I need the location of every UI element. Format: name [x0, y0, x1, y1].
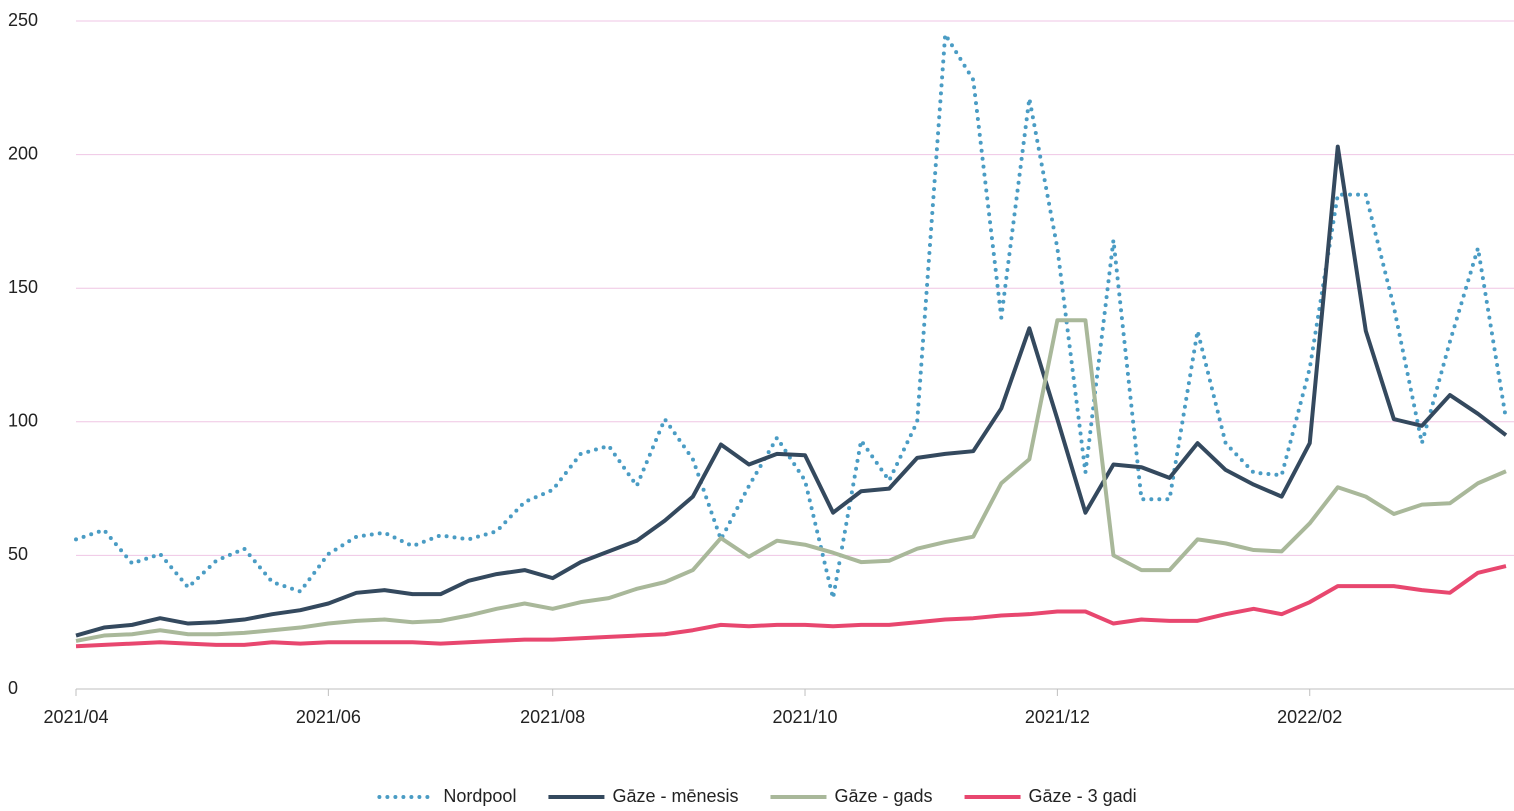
series-line — [75, 144, 1508, 638]
y-tick-label: 150 — [8, 277, 38, 297]
y-tick-label: 250 — [8, 10, 38, 30]
y-tick-label: 100 — [8, 411, 38, 431]
x-tick-label: 2021/12 — [1025, 707, 1090, 727]
x-tick-label: 2021/06 — [296, 707, 361, 727]
y-tick-label: 200 — [8, 143, 38, 163]
x-tick-label: 2021/04 — [43, 707, 108, 727]
legend-label: Nordpool — [443, 786, 516, 806]
y-tick-label: 0 — [8, 678, 18, 698]
x-tick-label: 2021/08 — [520, 707, 585, 727]
legend-label: Gāze - gads — [834, 786, 932, 806]
series-line — [75, 318, 1507, 643]
series-line — [74, 28, 1508, 599]
y-tick-label: 50 — [8, 544, 28, 564]
series-line — [75, 564, 1507, 649]
legend-label: Gāze - 3 gadi — [1029, 786, 1137, 806]
x-tick-label: 2022/02 — [1277, 707, 1342, 727]
x-tick-label: 2021/10 — [772, 707, 837, 727]
legend-label: Gāze - mēnesis — [612, 786, 738, 806]
